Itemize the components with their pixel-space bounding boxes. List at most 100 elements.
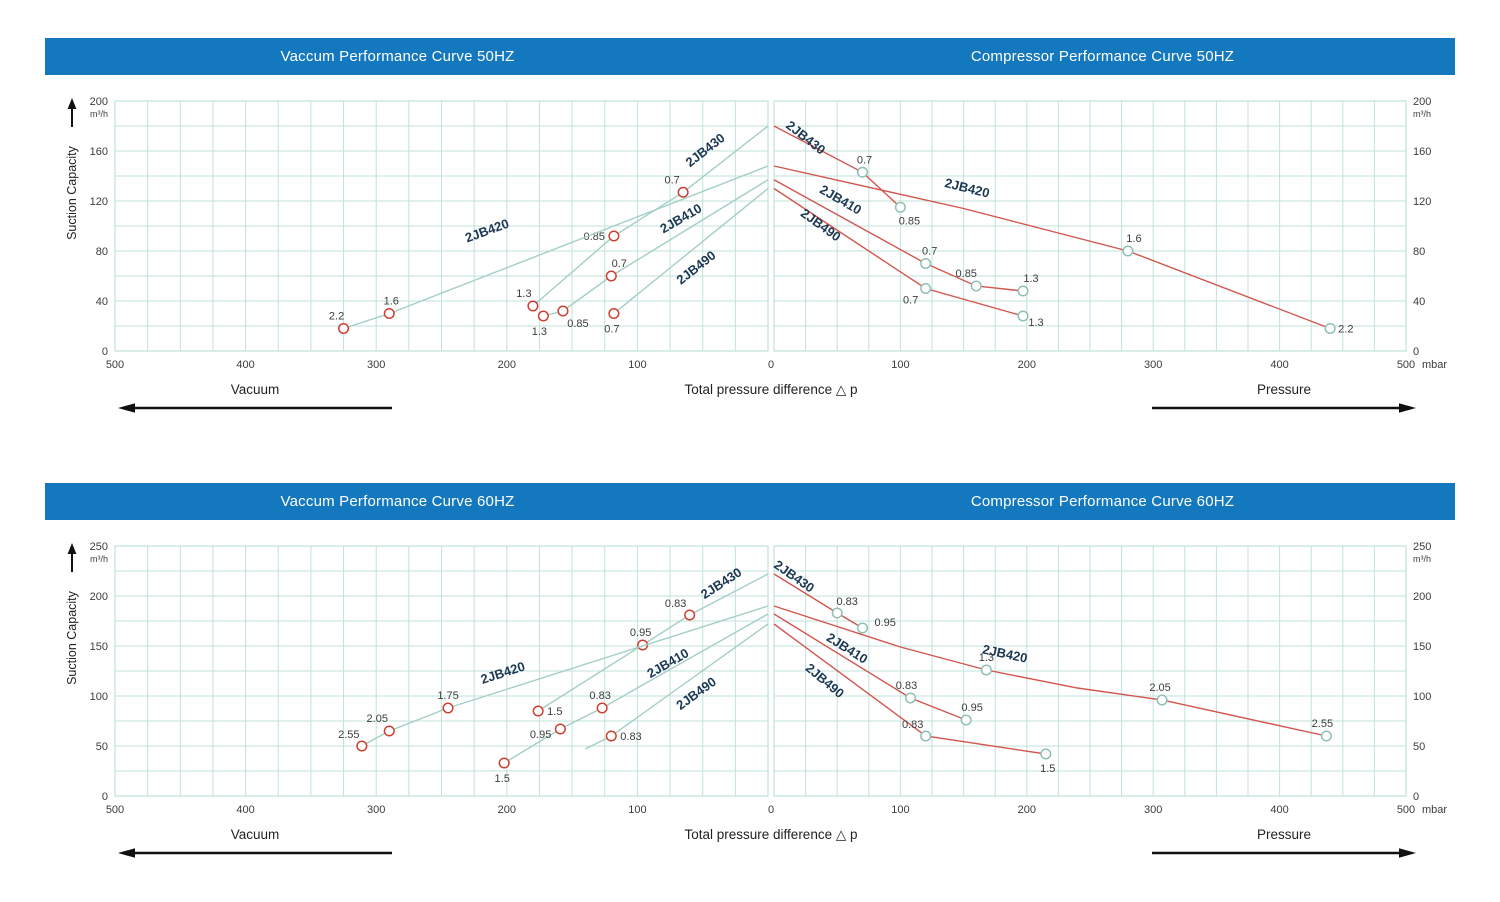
svg-text:400: 400	[1270, 804, 1288, 816]
svg-text:200: 200	[1018, 359, 1036, 371]
compressor-marker-2JB410-0.7	[920, 257, 932, 270]
vacuum-series-2JB410: 0.83 0.95 1.5 2JB410	[495, 613, 769, 785]
vacuum-marker-2JB420-1.6	[383, 307, 395, 320]
svg-text:0.83: 0.83	[665, 598, 686, 610]
svg-text:1.5: 1.5	[547, 706, 562, 718]
axis-caption-row-60hz: Vacuum Total pressure difference △ p Pre…	[0, 824, 1500, 880]
svg-text:120: 120	[90, 196, 108, 208]
svg-text:160: 160	[90, 146, 108, 158]
svg-text:0.83: 0.83	[896, 680, 917, 692]
x-axis-title: Total pressure difference △ p	[684, 827, 858, 842]
pressure-direction-group: Pressure	[1152, 827, 1416, 859]
svg-text:160: 160	[1413, 146, 1431, 158]
x-axis-labels: 100 100 200 200 300 300 400 400 500 500 0 mbar	[106, 359, 1448, 371]
chart-block-50hz: Vaccum Performance Curve 50HZ Compressor…	[0, 38, 1500, 435]
vacuum-label: Vacuum	[230, 382, 280, 397]
vacuum-marker-2JB490-0.83	[605, 730, 617, 742]
svg-text:150: 150	[1413, 641, 1431, 653]
svg-text:0.95: 0.95	[874, 617, 895, 629]
svg-text:0.85: 0.85	[956, 268, 977, 280]
svg-text:0.83: 0.83	[620, 731, 641, 743]
pressure-arrow-icon	[1152, 403, 1416, 413]
svg-text:0: 0	[102, 346, 108, 358]
vacuum-marker-2JB410-0.83	[596, 702, 608, 714]
svg-text:m³/h: m³/h	[90, 554, 108, 564]
svg-text:100: 100	[891, 359, 909, 371]
vacuum-series-label-2JB490: 2JB490	[673, 248, 718, 288]
compressor-series-label-2JB490: 2JB490	[803, 660, 848, 701]
svg-text:0.7: 0.7	[612, 258, 627, 270]
vacuum-arrow-icon	[118, 848, 392, 858]
svg-text:0: 0	[1413, 346, 1419, 358]
compressor-marker-2JB430-0.83	[831, 607, 843, 619]
compressor-marker-2JB430-0.95	[856, 622, 869, 634]
svg-text:2.2: 2.2	[329, 311, 344, 323]
svg-text:250: 250	[90, 541, 108, 553]
compressor-marker-2JB420-1.3	[980, 664, 992, 676]
vacuum-marker-2JB410-0.85	[557, 305, 569, 317]
svg-text:200: 200	[498, 804, 516, 816]
svg-text:200: 200	[1018, 804, 1036, 816]
svg-text:80: 80	[1413, 246, 1425, 258]
svg-text:0.95: 0.95	[530, 729, 551, 741]
compressor-marker-2JB420-1.6	[1122, 245, 1134, 257]
compressor-series-label-2JB420: 2JB420	[943, 175, 991, 201]
svg-text:150: 150	[90, 641, 108, 653]
svg-text:300: 300	[367, 804, 385, 816]
compressor-marker-2JB490-0.83	[920, 730, 932, 742]
compressor-series-2JB410: 0.7 0.85 1.3 2JB410	[773, 179, 1039, 297]
vacuum-marker-2JB420-2.2	[338, 322, 350, 335]
svg-text:200: 200	[90, 591, 108, 603]
svg-text:1.3: 1.3	[532, 326, 547, 338]
vacuum-series-label-2JB410: 2JB410	[644, 645, 691, 681]
compressor-marker-2JB490-0.7	[920, 282, 932, 295]
svg-text:40: 40	[96, 296, 108, 308]
svg-text:mbar: mbar	[1422, 359, 1447, 371]
svg-text:100: 100	[90, 691, 108, 703]
svg-text:300: 300	[1144, 804, 1162, 816]
svg-text:120: 120	[1413, 196, 1431, 208]
vacuum-marker-2JB420-1.75	[442, 702, 454, 714]
chart-block-60hz: Vaccum Performance Curve 60HZ Compressor…	[0, 483, 1500, 880]
svg-text:2.05: 2.05	[367, 713, 388, 725]
svg-text:1.6: 1.6	[1126, 233, 1141, 245]
svg-text:200: 200	[498, 359, 516, 371]
compressor-marker-2JB420-2.55	[1320, 730, 1332, 742]
vacuum-series-label-2JB420: 2JB420	[479, 659, 527, 687]
svg-text:0: 0	[102, 791, 108, 803]
svg-text:0.95: 0.95	[961, 702, 982, 714]
chart-header-50hz: Vaccum Performance Curve 50HZ Compressor…	[45, 38, 1455, 75]
compressor-marker-2JB490-1.3	[1017, 310, 1029, 322]
svg-text:Suction Capacity: Suction Capacity	[65, 145, 79, 240]
axis-caption-row-50hz: Vacuum Total pressure difference △ p Pre…	[0, 379, 1500, 435]
compressor-marker-2JB410-0.85	[970, 280, 982, 292]
grid	[114, 100, 1407, 352]
vacuum-series-label-2JB490: 2JB490	[673, 674, 719, 713]
vacuum-marker-2JB420-2.05	[383, 725, 395, 737]
x-axis-title: Total pressure difference △ p	[684, 382, 858, 397]
svg-text:200: 200	[1413, 591, 1431, 603]
compressor-marker-2JB490-1.5	[1040, 748, 1052, 760]
vacuum-arrow-icon	[118, 403, 392, 413]
svg-text:m³/h: m³/h	[1413, 109, 1431, 119]
vacuum-marker-2JB410-1.5	[498, 757, 510, 769]
compressor-50hz-title: Compressor Performance Curve 50HZ	[970, 48, 1235, 65]
compressor-marker-2JB420-2.2	[1324, 322, 1336, 335]
pressure-direction-group: Pressure	[1152, 382, 1416, 414]
svg-text:1.75: 1.75	[437, 690, 458, 702]
svg-text:500: 500	[1397, 804, 1415, 816]
performance-curves-page: Vaccum Performance Curve 50HZ Compressor…	[0, 38, 1500, 880]
vacuum-marker-2JB420-2.55	[356, 740, 368, 752]
svg-text:1.3: 1.3	[1028, 317, 1043, 329]
vacuum-marker-2JB430-0.85	[608, 230, 620, 242]
svg-text:500: 500	[106, 359, 124, 371]
svg-text:mbar: mbar	[1422, 804, 1447, 816]
svg-text:0.7: 0.7	[664, 174, 679, 186]
svg-text:1.3: 1.3	[1023, 273, 1038, 285]
svg-text:50: 50	[96, 741, 108, 753]
